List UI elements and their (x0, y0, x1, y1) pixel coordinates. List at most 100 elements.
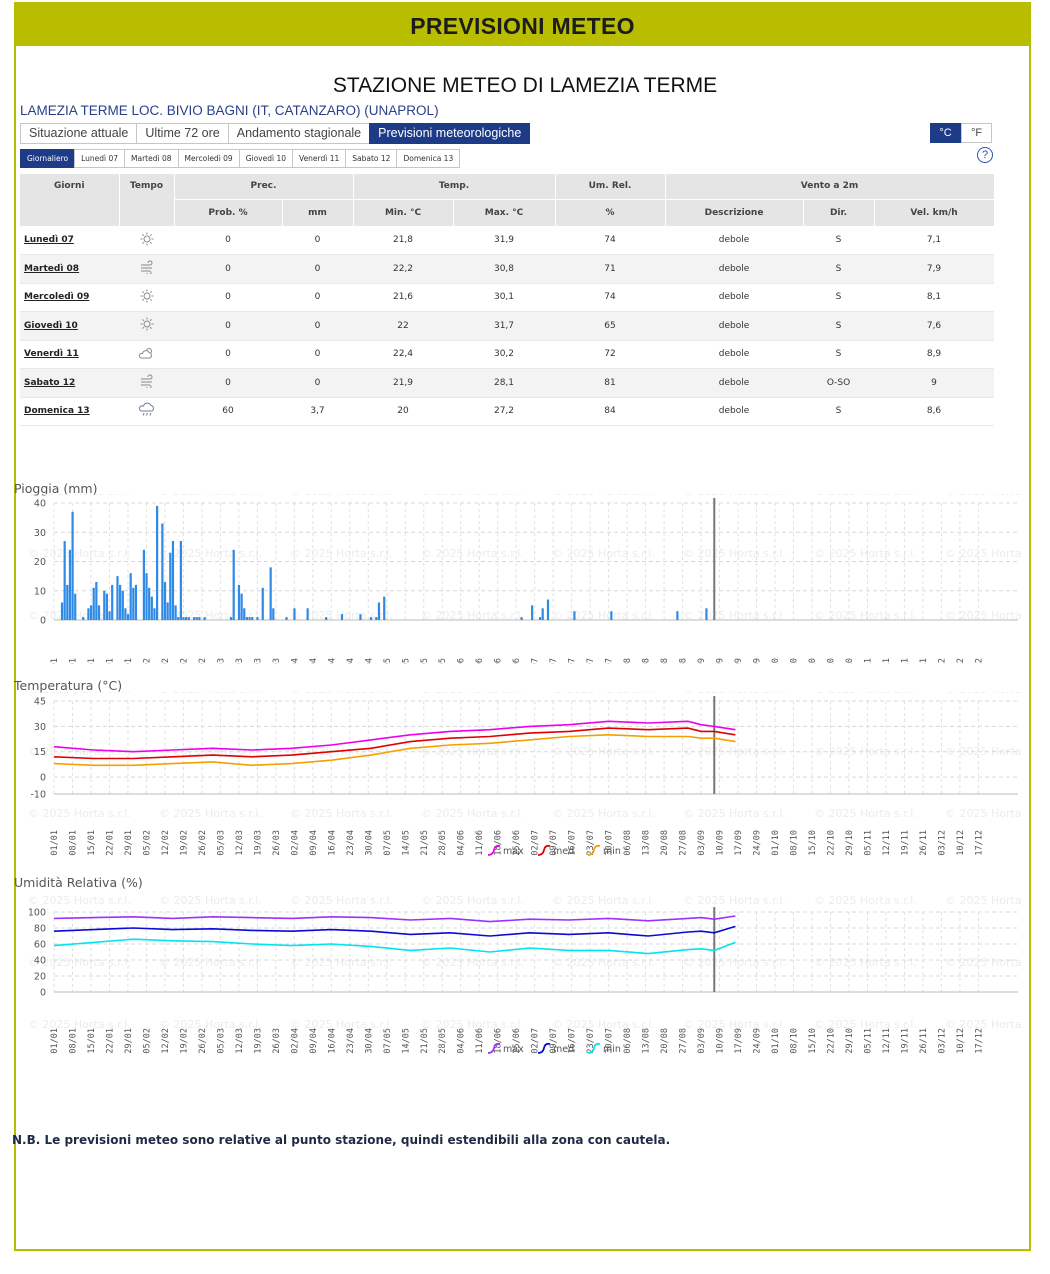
rain-bar (97, 605, 101, 620)
x-tick-label: 09/04 (309, 658, 319, 664)
col-vento: Vento a 2m (665, 174, 995, 200)
watermark-text: © 2025 Horta s.r.l. (159, 956, 262, 969)
page-frame: PREVISIONI METEO (14, 2, 1031, 1251)
x-tick-label: 03/09 (697, 658, 707, 664)
series-line-min (53, 733, 736, 767)
y-tick-label: 0 (40, 773, 46, 784)
rain-bar (546, 599, 550, 620)
rh-chart-title: Umidità Relativa (%) (14, 875, 143, 890)
rain-bar (132, 587, 135, 620)
wind-descr-cell: debole (665, 283, 804, 312)
col-vel: Vel. km/h (874, 199, 995, 227)
day-link[interactable]: Domenica 13 (20, 397, 119, 426)
banner-title: PREVISIONI METEO (410, 13, 635, 39)
watermark-text: © 2025 Horta s.r.l. (945, 894, 1023, 907)
day-tabs: Giornaliero Lunedì 07 Martedì 08 Mercole… (20, 149, 461, 168)
table-row: Giovedì 10 0 0 22 31,7 65 debole S 7,6 (20, 311, 995, 341)
day-link[interactable]: Sabato 12 (20, 368, 119, 398)
humidity-cell: 72 (555, 340, 666, 369)
col-prob: Prob. % (174, 199, 283, 227)
x-tick-label: 19/03 (253, 1028, 263, 1054)
x-tick-label: 07/05 (383, 830, 393, 856)
tab-ultime-72-ore[interactable]: Ultime 72 ore (136, 123, 229, 144)
rain-bar (103, 590, 106, 620)
x-tick-label: 23/04 (346, 658, 356, 664)
subtab-martedi-08[interactable]: Martedì 08 (124, 149, 179, 168)
x-tick-label: 03/09 (697, 830, 707, 856)
y-tick-label: 0 (40, 988, 46, 999)
rain-bar (676, 611, 679, 620)
subtab-domenica-13[interactable]: Domenica 13 (396, 149, 461, 168)
wind-speed-cell: 7,6 (874, 311, 995, 341)
subtab-venerdi-11[interactable]: Venerdì 11 (292, 149, 347, 168)
wind-descr-cell: debole (665, 254, 804, 284)
subtab-mercoledi-09[interactable]: Mercoledì 09 (177, 149, 240, 168)
col-mm: mm (282, 199, 354, 227)
watermark-text: © 2025 Horta s.r.l. (290, 956, 393, 969)
watermark-text: © 2025 Horta s.r.l. (421, 807, 524, 820)
rain-bar (108, 611, 111, 620)
watermark-text: © 2025 Horta s.r.l. (945, 745, 1023, 758)
x-tick-label: 05/02 (142, 1028, 152, 1054)
watermark-text: © 2025 Horta s.r.l. (421, 547, 524, 560)
station-name: LAMEZIA TERME LOC. BIVIO BAGNI (IT, CATA… (20, 103, 439, 118)
tab-previsioni-meteorologiche[interactable]: Previsioni meteorologiche (369, 123, 531, 144)
subtab-lunedi-07[interactable]: Lunedì 07 (74, 149, 126, 168)
watermark-text: © 2025 Horta s.r.l. (421, 692, 524, 696)
tab-andamento-stagionale[interactable]: Andamento stagionale (227, 123, 371, 144)
sun-icon (119, 226, 174, 255)
day-link[interactable]: Martedì 08 (20, 254, 119, 284)
tab-situazione-attuale[interactable]: Situazione attuale (20, 123, 138, 144)
legend-label-max: max (503, 1044, 524, 1055)
x-tick-label: 09/04 (309, 1028, 319, 1054)
series-line-max (53, 720, 736, 753)
subtab-sabato-12[interactable]: Sabato 12 (345, 149, 398, 168)
subtab-giornaliero[interactable]: Giornaliero (20, 149, 76, 168)
x-tick-label: 05/02 (142, 830, 152, 856)
unit-celsius-button[interactable]: °C (930, 123, 961, 143)
x-tick-label: 23/07 (586, 830, 596, 856)
table-row: Mercoledì 09 0 0 21,6 30,1 74 debole S 8,1 (20, 283, 995, 312)
rain-bar (74, 593, 77, 620)
x-tick-label: 23/07 (586, 1028, 596, 1054)
x-tick-label: 11/06 (475, 1028, 485, 1054)
day-link[interactable]: Mercoledì 09 (20, 283, 119, 312)
rain-bar (369, 617, 373, 620)
x-tick-label: 24/09 (753, 1028, 763, 1054)
prob-cell: 0 (174, 368, 282, 398)
rain-bar (161, 523, 164, 620)
legend-swatch-min (587, 1042, 601, 1054)
unit-fahrenheit-button[interactable]: °F (961, 123, 992, 143)
day-link[interactable]: Venerdì 11 (20, 340, 119, 369)
x-tick-label: 02/07 (531, 830, 541, 856)
x-tick-label: 11/06 (475, 658, 485, 664)
x-tick-label: 05/03 (216, 658, 226, 664)
max-temp-cell: 30,8 (453, 254, 556, 284)
max-temp-cell: 28,1 (453, 368, 556, 398)
x-tick-label: 27/08 (679, 830, 689, 856)
x-tick-label: 05/11 (863, 830, 873, 856)
x-tick-label: 02/04 (290, 658, 300, 664)
rain-bar (71, 511, 74, 620)
subtab-giovedi-10[interactable]: Giovedì 10 (238, 149, 294, 168)
x-tick-label: 09/07 (549, 1028, 559, 1054)
rain-bar (285, 617, 288, 620)
rain-bar (187, 617, 190, 620)
watermark-text: © 2025 Horta s.r.l. (945, 494, 1023, 498)
rain-bar (121, 590, 124, 620)
x-tick-label: 10/12 (956, 658, 966, 664)
watermark-text: © 2025 Horta s.r.l. (290, 807, 393, 820)
wind-dir-cell: S (803, 340, 875, 369)
y-tick-label: 40 (34, 956, 46, 967)
day-link[interactable]: Giovedì 10 (20, 311, 119, 341)
watermark-text: © 2025 Horta s.r.l. (814, 547, 917, 560)
day-link[interactable]: Lunedì 07 (20, 226, 119, 255)
col-descrizione: Descrizione (665, 199, 804, 227)
watermark-text: © 2025 Horta s.r.l. (814, 745, 917, 758)
rain-bar (150, 596, 153, 620)
x-tick-label: 22/10 (826, 1028, 836, 1054)
wind-dir-cell: S (803, 397, 875, 426)
wind-descr-cell: debole (665, 397, 804, 426)
x-tick-label: 26/02 (198, 1028, 208, 1054)
help-icon[interactable]: ? (977, 147, 993, 163)
